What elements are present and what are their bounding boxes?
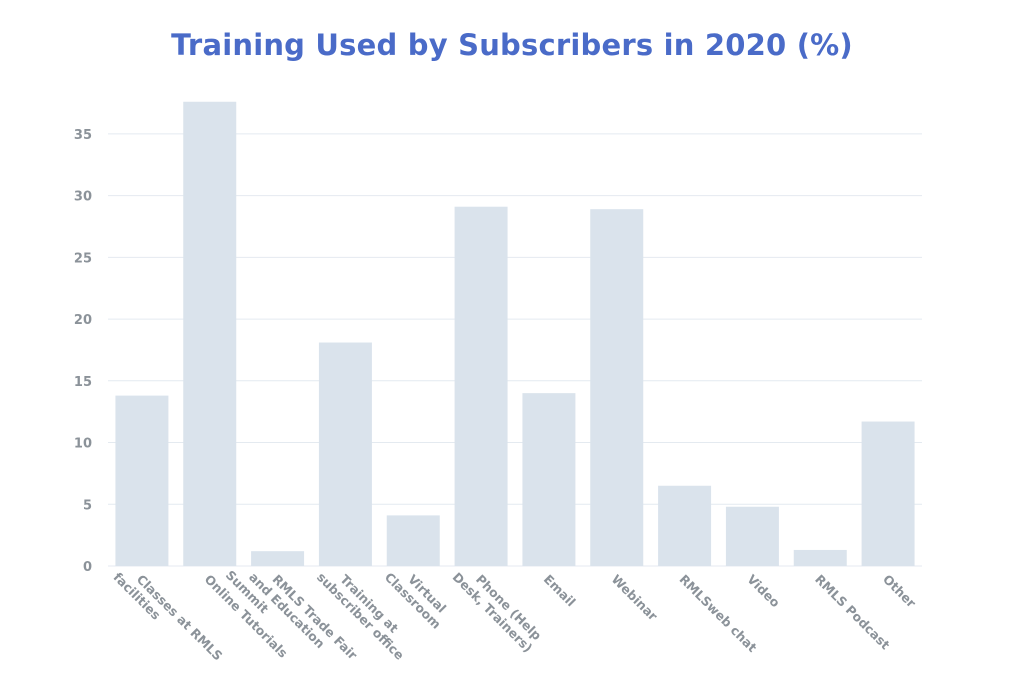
gridlines — [108, 133, 922, 567]
bar-3 — [251, 551, 305, 566]
y-axis-ticks: 0 5 10 15 20 25 30 35 — [74, 128, 92, 575]
x-tick-label: Email — [541, 572, 579, 610]
bar-7 — [522, 393, 576, 566]
x-tick-label: Phone (HelpDesk, Trainers) — [450, 559, 546, 655]
bar-9 — [658, 485, 712, 566]
x-tick-label: Webinar — [609, 572, 662, 625]
bars — [115, 101, 915, 567]
chart-title: Training Used by Subscribers in 2020 (%) — [171, 28, 853, 62]
bar-1 — [115, 395, 169, 566]
y-tick-label: 10 — [74, 437, 92, 452]
bar-5 — [386, 515, 440, 566]
y-tick-label: 35 — [74, 128, 92, 143]
y-tick-label: 30 — [74, 190, 92, 205]
x-tick-label: Video — [744, 572, 783, 611]
bar-11 — [793, 549, 847, 566]
y-tick-label: 15 — [74, 375, 92, 390]
bar-10 — [725, 506, 779, 566]
y-tick-label: 20 — [74, 313, 92, 328]
y-tick-label: 25 — [74, 251, 92, 266]
y-tick-label: 5 — [83, 498, 92, 513]
bar-2 — [183, 101, 237, 567]
x-tick-label: RMLS Podcast — [812, 572, 893, 653]
bar-4 — [318, 342, 372, 566]
x-tick-label: Other — [880, 572, 920, 612]
bar-6 — [454, 206, 508, 566]
y-tick-label: 0 — [83, 560, 92, 575]
x-tick-label: Training atsubscriber office — [314, 559, 418, 663]
bar-12 — [861, 421, 915, 566]
bar-8 — [590, 209, 644, 566]
